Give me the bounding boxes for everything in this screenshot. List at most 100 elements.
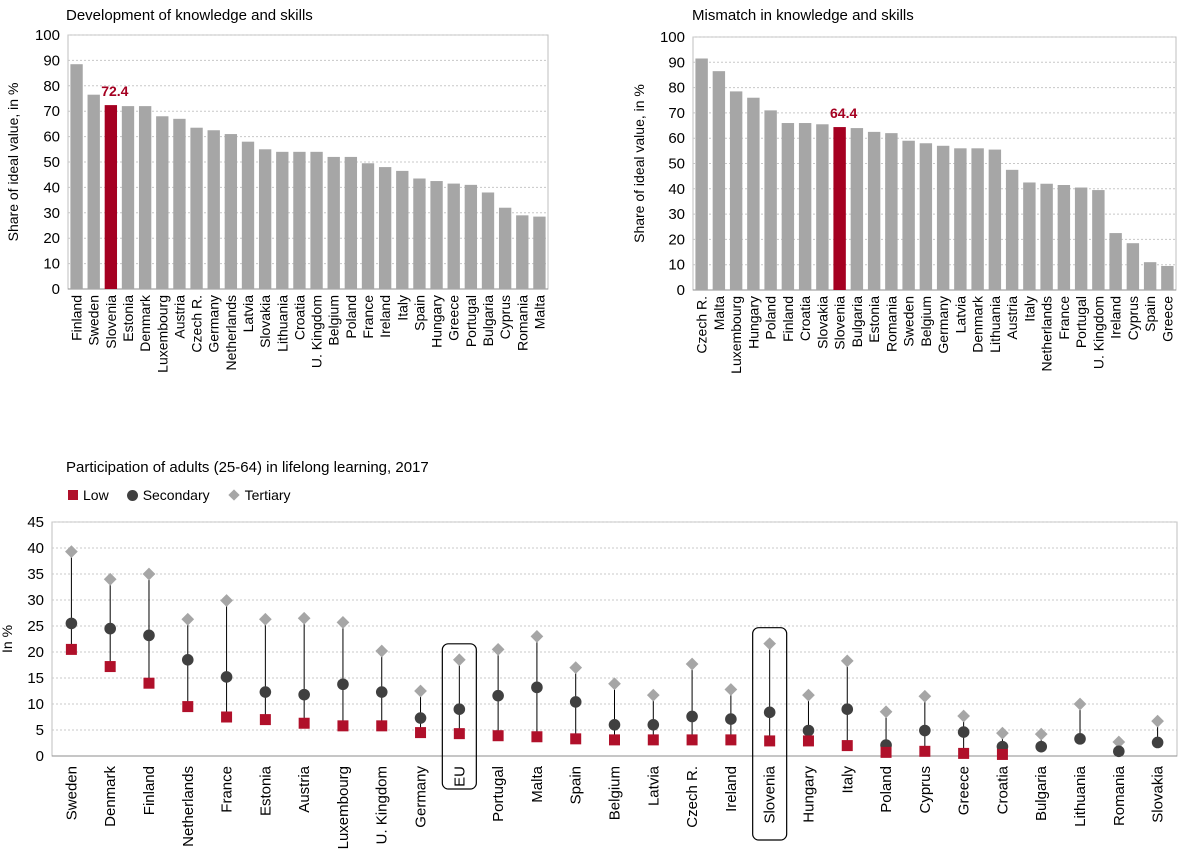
bar [781, 123, 795, 291]
x-tick-label: Cyprus [497, 295, 513, 339]
tertiary-point [724, 683, 738, 696]
tertiary-point [336, 615, 350, 629]
y-tick-label: 50 [668, 156, 685, 173]
bar [867, 131, 881, 290]
x-tick-label: Greece [956, 766, 973, 815]
legend-label-low: Low [83, 487, 109, 503]
x-tick-label: Czech R. [694, 296, 710, 354]
bar [902, 140, 915, 290]
x-tick-label: U. Kingdom [374, 766, 391, 844]
bar [816, 124, 829, 290]
secondary-point [259, 686, 272, 698]
highlight-box [441, 643, 477, 790]
low-point [764, 735, 776, 747]
bar [396, 170, 409, 289]
y-tick-label: 90 [43, 52, 60, 69]
bar [747, 97, 760, 290]
x-tick-label: Greece [1159, 296, 1175, 342]
bar [413, 178, 426, 289]
tertiary-point [569, 661, 583, 674]
bar [1057, 185, 1071, 290]
secondary-point [414, 712, 427, 724]
low-point [143, 677, 155, 689]
x-tick-label: Portugal [490, 766, 507, 822]
x-tick-label: Hungary [745, 296, 761, 349]
low-point [337, 720, 349, 732]
x-tick-label: Spain [1142, 296, 1158, 332]
x-tick-label: Denmark [102, 766, 119, 827]
low-point [492, 730, 504, 742]
legend-item-low: Low [68, 487, 109, 503]
y-tick-label: 0 [677, 282, 685, 299]
secondary-point [647, 719, 660, 731]
bar [293, 151, 306, 289]
x-tick-label: Belgium [607, 766, 624, 820]
x-tick-label: Lithuania [987, 296, 1003, 353]
y-tick-label: 10 [43, 256, 60, 273]
chart1-title: Development of knowledge and skills [66, 7, 313, 24]
tertiary-point [530, 630, 544, 643]
bar [919, 143, 933, 290]
x-tick-label: Italy [394, 295, 410, 321]
x-tick-label: Spain [411, 295, 427, 331]
y-tick-label: 40 [668, 181, 685, 198]
secondary-point [763, 706, 776, 719]
x-tick-label: Ireland [723, 766, 740, 812]
secondary-point [919, 724, 931, 737]
chart3-title: Participation of adults (25-64) in lifel… [66, 459, 429, 476]
x-tick-label: Cyprus [917, 766, 934, 814]
tertiary-point [840, 654, 854, 668]
x-tick-label: Italy [839, 766, 856, 794]
tertiary-point [1151, 714, 1164, 728]
bar [378, 167, 392, 289]
y-tick-label: 20 [27, 644, 44, 661]
y-tick-label: 25 [27, 618, 44, 635]
bar [764, 110, 777, 291]
bar [533, 216, 546, 289]
x-tick-label: Portugal [463, 295, 479, 347]
x-tick-label: Latvia [952, 296, 968, 334]
secondary-point [725, 713, 737, 725]
secondary-point [1151, 736, 1164, 749]
low-point [531, 731, 543, 743]
bar [1005, 169, 1019, 290]
y-tick-label: 90 [668, 54, 685, 71]
bar [954, 148, 967, 290]
bar [173, 118, 186, 289]
x-tick-label: U. Kingdom [1090, 296, 1106, 369]
low-point [725, 734, 737, 746]
secondary-point [375, 686, 388, 698]
x-tick-label: Hungary [800, 766, 817, 823]
x-tick-label: Sweden [86, 295, 102, 346]
y-tick-label: 30 [668, 206, 685, 223]
x-tick-label: Slovakia [814, 296, 830, 349]
y-tick-label: 0 [36, 748, 44, 765]
low-point [453, 728, 465, 740]
x-tick-label: Sweden [901, 296, 917, 347]
low-point [609, 734, 620, 746]
y-tick-label: 5 [36, 722, 44, 739]
y-tick-label: 80 [43, 78, 60, 95]
secondary-point [65, 617, 78, 630]
x-tick-label: Slovakia [257, 295, 273, 348]
x-tick-label: Spain [568, 766, 585, 804]
bar [258, 149, 272, 289]
bar [70, 64, 83, 290]
bar [971, 148, 984, 290]
tertiary-point [103, 572, 117, 586]
x-tick-label: Belgium [918, 296, 934, 347]
tertiary-point [452, 653, 466, 667]
y-tick-label: 100 [660, 29, 685, 46]
bar [936, 145, 950, 290]
secondary-point [841, 703, 854, 715]
secondary-point [531, 681, 543, 694]
low-point [570, 733, 582, 745]
x-tick-label: Malta [711, 296, 727, 330]
x-tick-label: Italy [1021, 296, 1037, 322]
x-tick-label: Netherlands [223, 295, 239, 371]
x-tick-label: Luxembourg [335, 766, 352, 849]
y-tick-label: 40 [43, 179, 60, 196]
x-tick-label: Bulgaria [480, 295, 496, 347]
low-point [686, 734, 698, 746]
